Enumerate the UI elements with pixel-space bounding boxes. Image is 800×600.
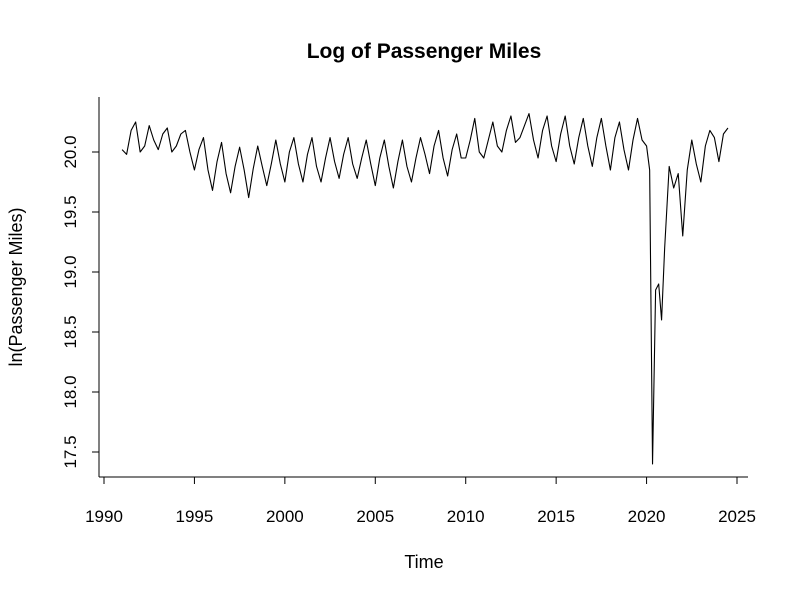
x-tick-label: 2005 bbox=[356, 507, 394, 526]
x-tick-label: 2020 bbox=[628, 507, 666, 526]
x-tick-label: 2025 bbox=[718, 507, 756, 526]
y-tick-label: 18.5 bbox=[61, 315, 80, 348]
y-tick-label: 18.0 bbox=[61, 375, 80, 408]
y-axis-ticks: 17.5 18.0 18.5 19.0 19.5 20.0 bbox=[61, 135, 99, 469]
x-tick-label: 2000 bbox=[266, 507, 304, 526]
chart-title: Log of Passenger Miles bbox=[307, 40, 542, 63]
x-tick-label: 1990 bbox=[85, 507, 123, 526]
y-tick-label: 19.0 bbox=[61, 255, 80, 288]
y-axis-label: ln(Passenger Miles) bbox=[6, 207, 26, 366]
x-tick-label: 1995 bbox=[176, 507, 214, 526]
y-tick-label: 20.0 bbox=[61, 135, 80, 168]
y-tick-label: 19.5 bbox=[61, 195, 80, 228]
y-tick-label: 17.5 bbox=[61, 435, 80, 468]
x-axis-label: Time bbox=[404, 552, 443, 572]
series-line bbox=[121, 113, 729, 465]
series-layer bbox=[121, 113, 729, 465]
x-axis-ticks: 1990 1995 2000 2005 2010 2015 2020 2025 bbox=[85, 477, 756, 526]
x-tick-label: 2010 bbox=[447, 507, 485, 526]
x-tick-label: 2015 bbox=[537, 507, 575, 526]
